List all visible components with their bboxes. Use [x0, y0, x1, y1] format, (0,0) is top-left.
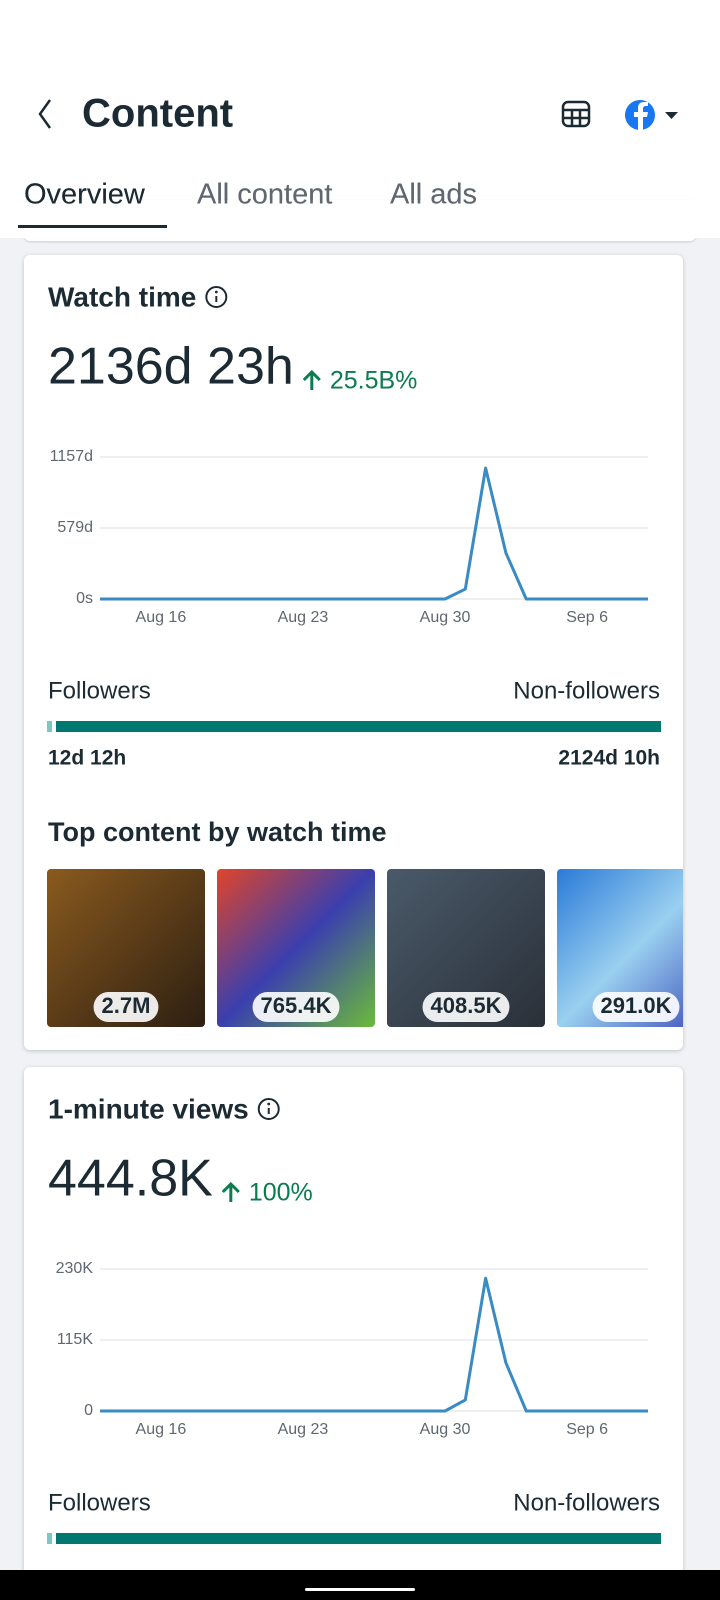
thumbnail[interactable] — [557, 869, 715, 1027]
info-icon — [214, 290, 218, 294]
page-title: Content — [82, 92, 233, 136]
x-tick-label: Aug 23 — [278, 1421, 329, 1438]
tab[interactable]: Overview — [24, 179, 146, 211]
thumbnails: 2.7M 765.4K 408.5K 291.0K — [47, 869, 715, 1027]
split-bar-followers — [47, 1533, 52, 1544]
x-tick-label: Aug 16 — [136, 1421, 187, 1438]
info-icon — [257, 1098, 280, 1120]
thumbnail-label: 2.7M — [102, 993, 151, 1018]
y-tick-label: 1157d — [50, 448, 93, 465]
thumbnail-label: 291.0K — [601, 993, 672, 1018]
header-bg — [0, 0, 720, 237]
x-tick-label: Aug 23 — [278, 609, 329, 626]
thumbnail-label: 765.4K — [261, 993, 332, 1018]
thumbnail[interactable] — [387, 869, 545, 1027]
card — [24, 255, 683, 1050]
card-title: Watch time — [48, 281, 196, 312]
back-button[interactable] — [38, 99, 52, 129]
x-tick-label: Sep 6 — [566, 609, 608, 626]
split-bar-non-followers — [56, 721, 661, 732]
section-title: Top content by watch time — [48, 817, 387, 847]
split-bar-non-followers — [56, 1533, 661, 1544]
thumbnail[interactable] — [217, 869, 375, 1027]
thumbnail[interactable] — [47, 869, 205, 1027]
cards: Watch time 2136d 23h 25.5B% 0s 579d 1157d Aug … — [24, 255, 715, 1600]
y-tick-label: 230K — [56, 1260, 94, 1277]
split-label: Followers — [48, 1489, 151, 1516]
line-series — [100, 466, 648, 601]
y-tick-label: 0 — [84, 1402, 93, 1419]
split-value: 2124d 10h — [558, 747, 660, 770]
nav-bar — [0, 1570, 720, 1600]
thumbnail-label: 408.5K — [431, 993, 502, 1018]
card — [24, 1067, 683, 1600]
y-tick-label: 0s — [76, 590, 93, 607]
thumbnail-pill — [93, 992, 159, 1022]
header-cover — [0, 200, 720, 238]
y-tick-label: 115K — [57, 1331, 94, 1348]
home-indicator — [305, 1588, 415, 1591]
thumbnail-pill — [252, 992, 340, 1022]
metric-value: 2136d 23h — [48, 338, 294, 396]
tab[interactable]: All ads — [390, 179, 477, 211]
metric-change: 100% — [249, 1179, 313, 1207]
account-switcher[interactable] — [625, 100, 678, 130]
tab[interactable]: All content — [197, 179, 332, 211]
x-tick-label: Aug 30 — [420, 609, 471, 626]
info-icon — [205, 286, 228, 308]
metric-value: 444.8K — [48, 1150, 213, 1208]
split-label: Non-followers — [513, 1489, 660, 1516]
x-tick-label: Aug 30 — [420, 1421, 471, 1438]
x-tick-label: Aug 16 — [136, 609, 187, 626]
split-bar-followers — [47, 721, 52, 732]
y-tick-label: 579d — [57, 519, 93, 536]
split-value: 12d 12h — [48, 747, 126, 770]
up-arrow — [221, 1181, 240, 1202]
line-series — [100, 1276, 648, 1413]
split-label: Followers — [48, 677, 151, 704]
x-tick-label: Sep 6 — [566, 1421, 608, 1438]
thumbnail-pill — [592, 992, 680, 1022]
up-arrow — [302, 369, 321, 390]
table-icon[interactable] — [561, 100, 591, 128]
split-label: Non-followers — [513, 677, 660, 704]
card-title: 1-minute views — [48, 1093, 249, 1124]
thumbnail-pill — [422, 992, 510, 1022]
info-icon — [267, 1102, 271, 1106]
active-tab-indicator — [18, 225, 167, 228]
metric-change: 25.5B% — [330, 367, 418, 395]
